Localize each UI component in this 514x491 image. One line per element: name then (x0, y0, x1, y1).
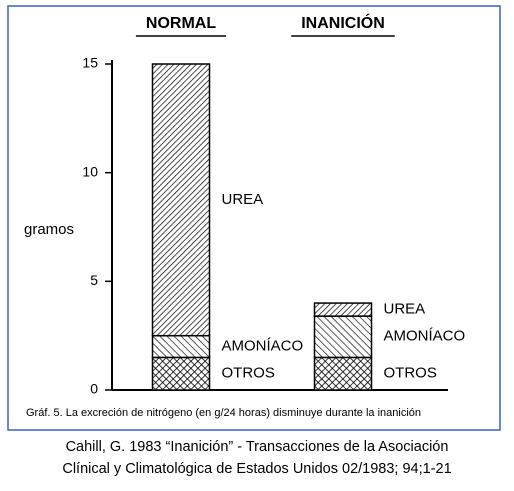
y-tick-label: 0 (90, 381, 98, 397)
y-axis-label: gramos (24, 221, 74, 238)
bar-segment (313, 302, 373, 317)
frame (7, 5, 501, 431)
y-tick-label: 5 (90, 272, 98, 288)
y-tick-label: 10 (82, 163, 98, 179)
bar-segment (151, 356, 211, 391)
segment-label: OTROS (222, 365, 275, 382)
source-line: Clínical y Climatológica de Estados Unid… (62, 461, 451, 477)
bar-segment (313, 315, 373, 359)
segment-label: AMONÍACO (222, 338, 304, 355)
segment-label: UREA (384, 301, 426, 318)
category-label: INANICIÓN (301, 13, 385, 32)
segment-label: UREA (222, 191, 264, 208)
bar-segment (313, 356, 373, 391)
caption: Gráf. 5. La excreción de nitrógeno (en g… (26, 407, 421, 419)
source-line: Cahill, G. 1983 “Inanición” - Transaccio… (66, 439, 449, 455)
segment-label: AMONÍACO (384, 328, 466, 345)
segment-label: OTROS (384, 365, 437, 382)
bar-segment (151, 334, 211, 359)
y-tick-label: 15 (82, 55, 98, 71)
category-label: NORMAL (146, 15, 216, 32)
bar-segment (151, 63, 211, 337)
